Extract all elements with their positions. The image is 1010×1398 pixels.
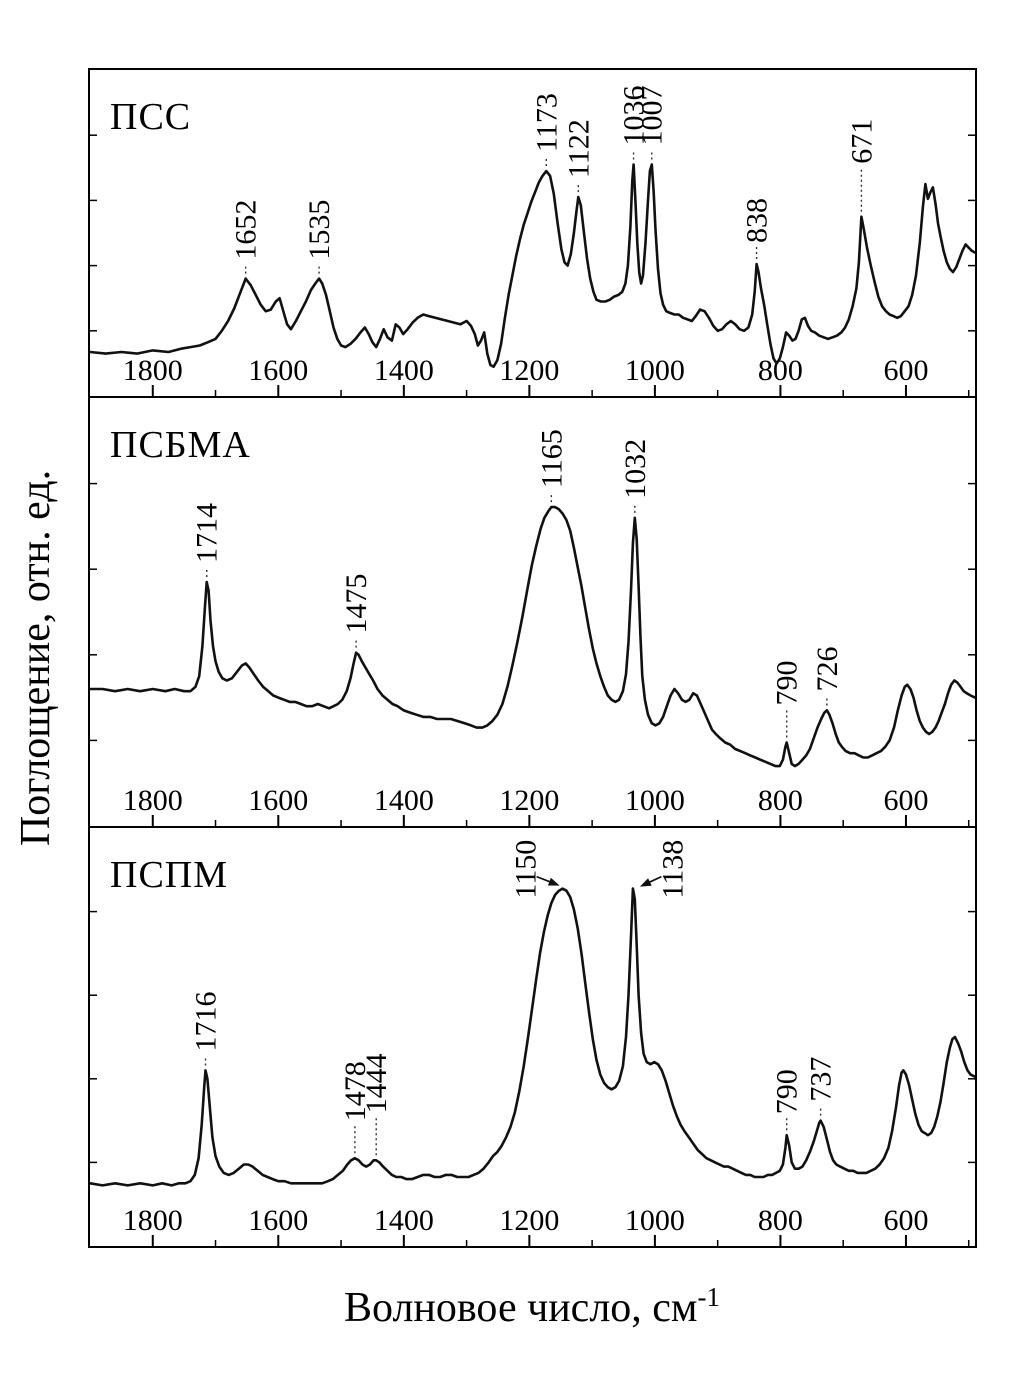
x-axis-label-superscript: -1 (697, 1282, 721, 1312)
x-tick-label: 1400 (374, 784, 434, 817)
peak-label: 1036 (618, 86, 651, 146)
x-tick-label: 1200 (499, 1204, 559, 1237)
peak-label: 1150 (510, 840, 543, 899)
peak-label: 1478 (339, 1061, 372, 1121)
x-tick-label: 1000 (625, 354, 685, 387)
peak-arrow-head (547, 877, 560, 886)
peak-label: 1716 (189, 991, 222, 1051)
peak-label: 1173 (530, 93, 563, 152)
spectrum-curve (90, 505, 975, 768)
peak-label: 1138 (656, 840, 689, 899)
x-tick-label: 1600 (248, 354, 308, 387)
peak-label: 1165 (535, 429, 568, 488)
peak-label: 726 (811, 646, 844, 691)
x-tick-label: 1800 (123, 784, 183, 817)
peak-label: 790 (771, 661, 804, 706)
peak-label: 1444 (360, 1053, 393, 1113)
peak-label: 838 (741, 198, 774, 243)
peak-label: 1714 (191, 503, 224, 563)
peak-label: 737 (805, 1057, 838, 1102)
x-tick-label: 1400 (374, 1204, 434, 1237)
x-tick-label: 800 (758, 784, 803, 817)
spectrum-curve (90, 163, 975, 368)
x-tick-label: 1200 (499, 784, 559, 817)
x-tick-label: 1600 (248, 784, 308, 817)
peak-arrow-line (647, 875, 662, 884)
x-tick-label: 1800 (123, 1204, 183, 1237)
x-tick-label: 600 (883, 354, 928, 387)
peak-label: 671 (845, 119, 878, 164)
x-tick-label: 600 (883, 1204, 928, 1237)
peak-label: 1122 (562, 119, 595, 178)
y-axis-label: Поглощение, отн. ед. (13, 469, 59, 847)
x-axis-label-text: Волновое число, см (343, 1285, 698, 1331)
peak-arrow-head (639, 878, 652, 887)
peak-arrow-line (536, 875, 552, 884)
peak-label: 1475 (340, 574, 373, 634)
peak-label: 1032 (619, 439, 652, 499)
panel-pss: 1800 1600 1400 1200 1000 800 600 1652 1535 1173 11… (88, 68, 977, 398)
psbma-spectrum-plot: 1800 1600 1400 1200 1000 800 600 1714 1475 1165 10… (90, 429, 975, 826)
panel-psbma: 1800 1600 1400 1200 1000 800 600 1714 1475 1165 10… (88, 398, 977, 828)
x-tick-label: 1600 (248, 1204, 308, 1237)
x-tick-label: 1200 (499, 354, 559, 387)
x-axis-label: Волновое число, см-1 (344, 1282, 720, 1332)
spectrum-curve (90, 887, 975, 1187)
x-tick-label: 1400 (374, 354, 434, 387)
peak-label: 1007 (636, 86, 669, 146)
peak-label: 1652 (230, 200, 263, 260)
peak-label: 790 (771, 1069, 804, 1114)
x-tick-label: 800 (758, 1204, 803, 1237)
x-tick-label: 1000 (625, 1204, 685, 1237)
peak-label: 1535 (303, 200, 336, 260)
panel-title-psbma: ПСБМА (110, 424, 251, 466)
x-tick-label: 1000 (625, 784, 685, 817)
panel-title-pss: ПСС (110, 96, 192, 138)
panel-pspm: 1800 1600 1400 1200 1000 800 600 1716 1478 1444 11… (88, 828, 977, 1248)
x-tick-label: 1800 (123, 354, 183, 387)
panel-title-pspm: ПСПМ (110, 854, 229, 896)
x-tick-label: 600 (883, 784, 928, 817)
